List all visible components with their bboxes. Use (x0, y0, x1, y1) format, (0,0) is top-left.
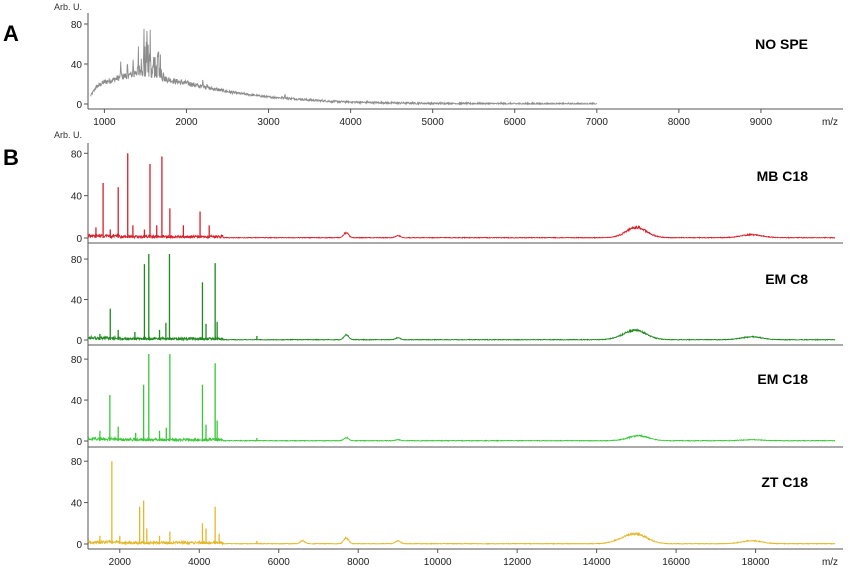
panel-a-x-tick-label: 6000 (504, 117, 527, 128)
panel-a-y-unit: Arb. U. (54, 2, 82, 12)
panel-b-x-tick-label: 8000 (347, 557, 370, 568)
panel-b-x-tick-label: 6000 (268, 557, 291, 568)
panel-a-series-label: NO SPE (755, 36, 808, 52)
panel-label-a: A (3, 21, 19, 46)
panel-b-y-tick-label: 0 (76, 336, 82, 347)
panel-b-series-label: MB C18 (757, 168, 809, 184)
panel-b-x-tick-label: 16000 (662, 557, 690, 568)
panel-a-y-tick-label: 80 (71, 20, 83, 31)
panel-b-series-label: EM C18 (757, 371, 808, 387)
panel-b-x-tick-label: 14000 (583, 557, 611, 568)
panel-b-y-tick-label: 40 (71, 296, 83, 307)
panel-b-x-tick-label: 18000 (742, 557, 770, 568)
panel-b-x-tick-label: 2000 (109, 557, 132, 568)
panel-b-y-tick-label: 40 (71, 499, 83, 510)
panel-b-x-label: m/z (822, 557, 838, 568)
panel-b-y-tick-label: 80 (71, 457, 83, 468)
panel-a-y-tick-label: 40 (71, 60, 83, 71)
panel-a-y-tick-label: 0 (76, 100, 82, 111)
panel-b-series-label: ZT C18 (761, 474, 808, 490)
panel-b-y-tick-label: 80 (71, 355, 83, 366)
panel-b-x-tick-label: 10000 (424, 557, 452, 568)
panel-a-x-tick-label: 3000 (257, 117, 280, 128)
panel-b-y-tick-label: 40 (71, 396, 83, 407)
panel-b-x-tick-label: 12000 (503, 557, 531, 568)
panel-a-x-tick-label: 9000 (750, 117, 773, 128)
panel-b-y-tick-label: 80 (71, 149, 83, 160)
panel-a-x-tick-label: 5000 (422, 117, 445, 128)
panel-b-y-tick-label: 80 (71, 255, 83, 266)
panel-b-y-tick-label: 0 (76, 234, 82, 245)
panel-a-x-tick-label: 4000 (339, 117, 362, 128)
panel-b-x-tick-label: 4000 (188, 557, 211, 568)
panel-b-y-tick-label: 40 (71, 192, 83, 203)
panel-b-baseline-0 (87, 224, 836, 240)
panel-b-y-tick-label: 0 (76, 437, 82, 448)
panel-b-series-label: EM C8 (765, 271, 808, 287)
panel-a-x-tick-label: 7000 (586, 117, 609, 128)
panel-b-baseline-1 (87, 328, 836, 342)
panel-a-x-tick-label: 2000 (175, 117, 198, 128)
panel-a-x-label: m/z (822, 117, 838, 128)
panel-a-series-no-spe (90, 28, 597, 106)
panel-a-x-tick-label: 1000 (93, 117, 116, 128)
panel-b-y-unit: Arb. U. (54, 130, 82, 140)
panel-label-b: B (3, 145, 19, 170)
panel-b-y-tick-label: 0 (76, 540, 82, 551)
panel-a-x-tick-label: 8000 (668, 117, 691, 128)
panel-b-baseline-2 (87, 433, 836, 443)
panel-b-baseline-3 (87, 531, 836, 546)
